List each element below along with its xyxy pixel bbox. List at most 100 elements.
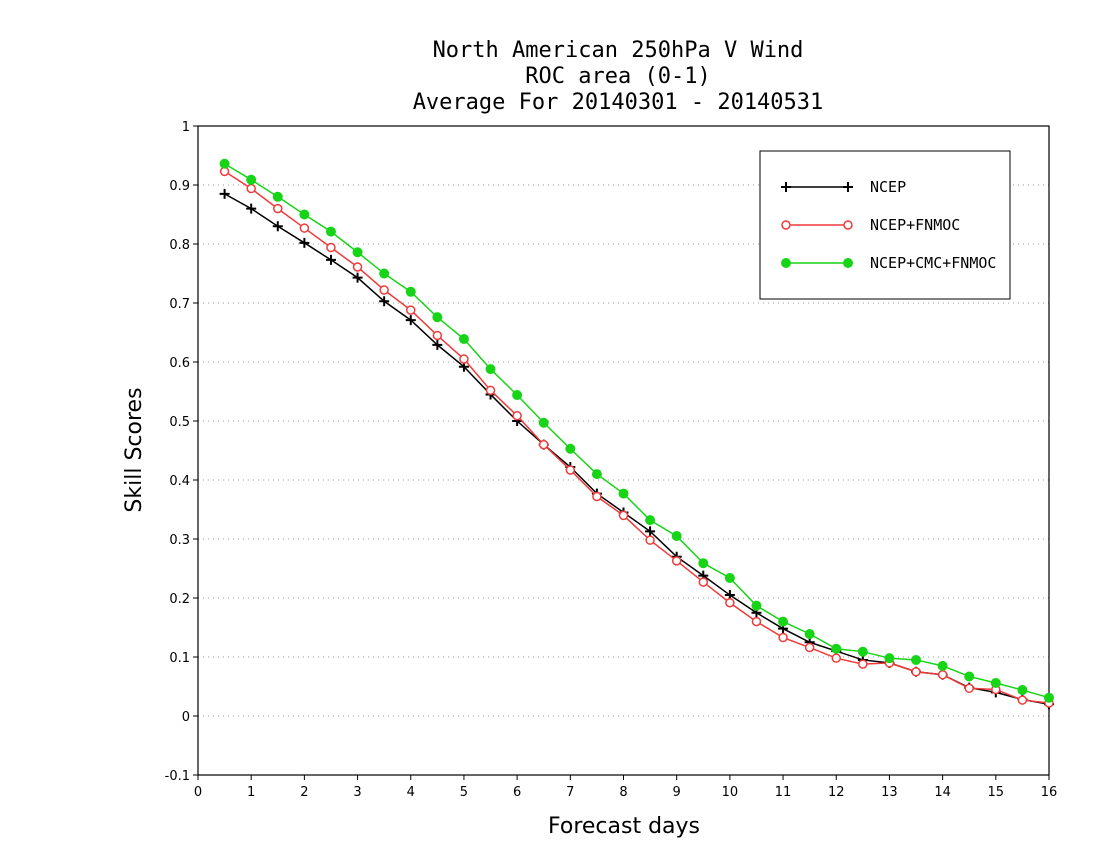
- x-tick-label: 1: [247, 785, 255, 800]
- data-point: [485, 385, 496, 396]
- data-point: [804, 628, 815, 639]
- series-layer: [219, 158, 1054, 710]
- data-point: [618, 510, 629, 521]
- data-point: [565, 443, 576, 454]
- data-point: [1017, 695, 1028, 705]
- x-tick-label: 7: [566, 785, 574, 800]
- data-point: [592, 491, 602, 502]
- y-tick-label: 0.8: [169, 238, 190, 253]
- data-point: [937, 669, 948, 680]
- y-tick-label: 0.7: [169, 297, 190, 312]
- data-point: [538, 439, 549, 450]
- data-point: [565, 465, 576, 475]
- x-tick-label: 13: [881, 785, 898, 800]
- legend-marker: [843, 258, 853, 268]
- data-point: [937, 660, 948, 671]
- y-axis-title: Skill Scores: [122, 387, 147, 512]
- data-point: [405, 315, 416, 326]
- data-point: [379, 296, 390, 307]
- plot-frame: [197, 125, 1050, 776]
- x-tick-label: 9: [673, 785, 681, 800]
- data-point: [352, 262, 363, 272]
- x-tick-label: 10: [722, 785, 739, 800]
- data-point: [485, 364, 496, 375]
- y-tick-label: 0: [182, 710, 190, 725]
- legend-label: NCEP: [870, 178, 906, 196]
- data-point: [512, 410, 522, 421]
- data-point: [405, 286, 416, 297]
- x-tick-label: 4: [407, 785, 415, 800]
- chart-title: North American 250hPa V Wind ROC area (0…: [413, 38, 824, 115]
- data-point: [964, 683, 974, 694]
- data-point: [857, 646, 868, 657]
- chart-title-line-3: Average For 20140301 - 20140531: [413, 90, 824, 115]
- data-point: [379, 285, 389, 295]
- data-point: [725, 597, 735, 608]
- chart-title-line-1: North American 250hPa V Wind: [433, 38, 804, 63]
- data-point: [1017, 685, 1028, 696]
- data-point: [698, 558, 709, 569]
- data-point: [352, 247, 363, 258]
- legend: NCEP NCEP+FNMOC NCEP+CMC+FNMOC: [759, 150, 1011, 300]
- series-ncep-cmc-fnmoc: [219, 158, 1054, 703]
- legend-entry: NCEP+CMC+FNMOC: [781, 254, 996, 272]
- data-point: [246, 183, 256, 194]
- data-point: [299, 223, 310, 233]
- x-tick-label: 0: [194, 785, 202, 800]
- data-point: [990, 677, 1001, 688]
- legend-entry: NCEP: [781, 178, 906, 196]
- legend-label: NCEP+FNMOC: [870, 216, 960, 234]
- x-tick-label: 2: [300, 785, 308, 800]
- data-point: [379, 268, 390, 279]
- data-point: [645, 515, 656, 526]
- data-point: [884, 653, 895, 664]
- data-point: [459, 354, 469, 364]
- legend-marker: [843, 182, 853, 192]
- x-tick-label: 15: [988, 785, 1005, 800]
- data-point: [671, 531, 682, 542]
- data-point: [804, 642, 815, 653]
- y-tick-label: 0.5: [169, 415, 190, 430]
- data-point: [778, 632, 788, 643]
- data-point: [751, 600, 762, 611]
- y-tick-label: 0.2: [169, 592, 190, 607]
- legend-marker: [781, 182, 791, 192]
- x-tick-label: 3: [353, 785, 361, 800]
- legend-entry: NCEP+FNMOC: [781, 216, 960, 234]
- x-tick-label: 16: [1041, 785, 1058, 800]
- x-tick-label: 5: [460, 785, 468, 800]
- data-point: [911, 654, 922, 665]
- data-point: [352, 272, 363, 283]
- legend-marker: [781, 220, 791, 230]
- data-point: [432, 312, 443, 323]
- data-point: [911, 667, 921, 677]
- data-point: [273, 203, 283, 214]
- data-point: [964, 671, 975, 682]
- data-point: [1044, 692, 1054, 703]
- axes: -0.100.10.20.30.40.50.60.70.80.910 1 2 3 4 5 6…: [165, 120, 1058, 800]
- data-point: [299, 237, 310, 248]
- data-point: [432, 330, 443, 341]
- data-point: [272, 221, 283, 232]
- data-point: [778, 616, 789, 627]
- data-point: [831, 643, 842, 654]
- data-point: [512, 390, 523, 401]
- data-point: [219, 188, 230, 199]
- data-point: [751, 616, 762, 627]
- x-tick-label: 14: [934, 785, 951, 800]
- data-point: [724, 572, 735, 583]
- x-tick-label: 8: [619, 785, 627, 800]
- y-tick-label: -0.1: [165, 769, 190, 784]
- legend-marker: [781, 258, 791, 268]
- x-tick-label: 11: [775, 785, 792, 800]
- data-point: [591, 469, 602, 480]
- gridlines: [198, 184, 1049, 717]
- series-ncep-fnmoc: [219, 166, 1054, 708]
- data-point: [831, 653, 841, 663]
- data-point: [326, 242, 336, 253]
- data-point: [538, 417, 549, 428]
- data-point: [272, 191, 283, 202]
- legend-marker: [843, 220, 853, 230]
- data-point: [458, 333, 469, 344]
